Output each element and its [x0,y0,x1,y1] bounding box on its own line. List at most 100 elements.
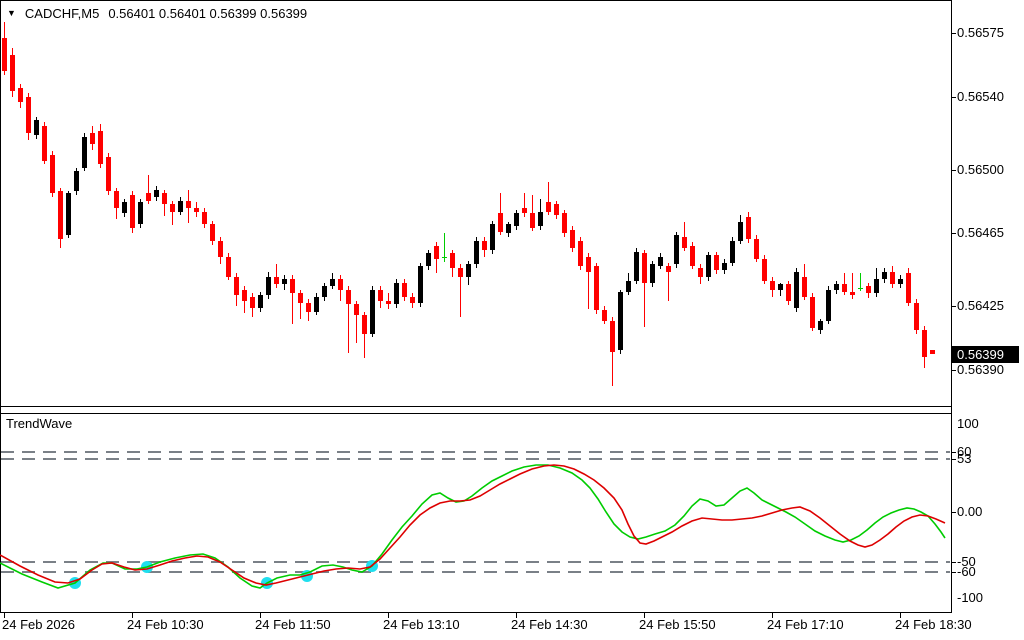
price-axis-label: 0.56465 [957,225,1004,240]
indicator-axis-label: 0.00 [957,504,983,519]
bull-candle-body [626,281,631,292]
candle-wick [172,201,173,225]
bear-candle-body [170,204,175,212]
level-line-53 [1,458,950,460]
bull-candle-body [722,263,727,270]
bull-candle-body [34,120,39,135]
price-tick [951,306,956,307]
time-axis-line[interactable] [0,612,952,613]
bull-candle-body [322,286,327,297]
price-axis-label: 0.56500 [957,162,1004,177]
price-axis-label: 0.56425 [957,298,1004,313]
price-tick [951,370,956,371]
bear-candle-body [578,241,583,266]
bear-candle-body [546,202,551,212]
trendwave-indicator-area[interactable]: TrendWave [0,413,951,612]
bear-candle-body [434,246,439,259]
time-tick [772,612,773,618]
left-border [0,0,1,612]
bear-candle-body [682,237,687,248]
bear-candle-body [602,310,607,321]
indicator-axis-label: -100 [957,590,984,605]
time-tick [388,612,389,618]
candle-wick [852,273,853,299]
bull-candle-body [674,235,679,264]
bear-candle-body [218,241,223,257]
bear-candle-body [402,283,407,297]
bear-candle-body [714,255,719,270]
main-panel-bottom-border[interactable] [0,406,952,407]
candle-wick [300,290,301,319]
candle-wick [364,312,365,358]
bear-candle-body [362,315,367,334]
bear-candle-body [690,246,695,266]
bear-candle-body [58,191,63,239]
bear-candle-body [458,268,463,277]
bear-candle-body [666,266,671,272]
bear-candle-body [786,284,791,301]
time-axis-label: 24 Feb 10:30 [127,617,204,632]
bear-candle-body [250,297,255,308]
bull-candle-body [882,272,887,279]
bear-candle-body [90,133,95,144]
bull-candle-body [154,190,159,197]
candle-wick [276,264,277,288]
symbol-dropdown-icon[interactable]: ▼ [7,8,16,18]
bear-candle-body [10,55,15,91]
bear-candle-body [586,257,591,272]
candlestick-chart-area[interactable]: ▼ CADCHF,M5 0.56401 0.56401 0.56399 0.56… [0,0,951,407]
indicator-panel-top-border [0,413,952,414]
bull-candle-body [282,279,287,284]
indicator-tick [951,452,956,453]
time-axis-label: 24 Feb 13:10 [383,617,460,632]
bear-candle-body [346,290,351,304]
bear-candle-body [914,303,919,330]
candle-wick [548,182,549,215]
bear-candle-body [274,277,279,284]
bull-candle-body [490,224,495,250]
bear-candle-body [906,273,911,303]
level-line--50 [1,561,950,563]
bull-candle-body [618,292,623,350]
time-axis-label: 24 Feb 14:30 [511,617,588,632]
bear-candle-body [642,253,647,283]
doji-candle-wick [860,273,861,291]
time-axis-label: 24 Feb 18:30 [895,617,972,632]
bull-candle-body [794,272,799,308]
trendwave-red-line [0,464,946,586]
chart-ohlc-values: 0.56401 0.56401 0.56399 0.56399 [108,6,308,21]
time-axis-label: 24 Feb 15:50 [639,617,716,632]
candle-wick [524,193,525,217]
bear-candle-body [842,284,847,292]
candle-wick [148,175,149,204]
indicator-axis-label: 60 [957,444,972,459]
bull-candle-body [874,279,879,293]
bear-candle-body [242,290,247,301]
level-line-60 [1,451,950,453]
bear-candle-body [410,297,415,303]
bull-candle-body [834,284,839,290]
bear-candle-body [298,293,303,303]
bull-candle-body [514,213,519,226]
indicator-tick [951,562,956,563]
bear-candle-body [554,204,559,215]
bear-candle-body [234,277,239,295]
bull-candle-body [506,224,511,233]
time-tick [132,612,133,618]
indicator-tick [951,459,956,460]
bull-candle-body [314,297,319,312]
candle-wick [668,263,669,301]
bear-candle-body [754,239,759,259]
price-axis-label: 0.56540 [957,89,1004,104]
bear-candle-body [386,301,391,304]
candle-wick [356,301,357,343]
bear-candle-body [42,126,47,161]
bear-candle-body [610,321,615,352]
bear-candle-body [930,350,935,354]
bear-candle-body [114,191,119,208]
bear-candle-body [18,88,23,102]
price-axis-label: 0.56575 [957,25,1004,40]
time-tick [900,612,901,618]
bear-candle-body [202,212,207,224]
time-axis-label: 24 Feb 11:50 [255,617,331,632]
